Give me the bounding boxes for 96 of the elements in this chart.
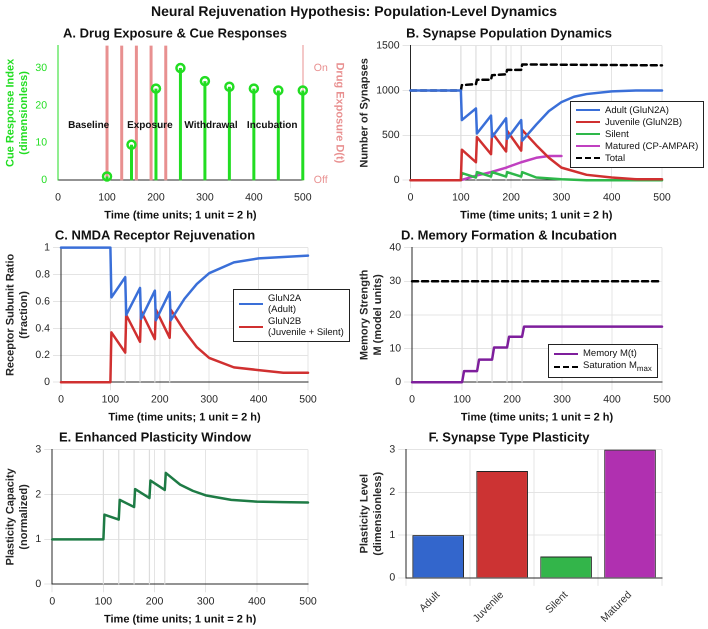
x-tick-label: 500 xyxy=(653,191,671,204)
y-tick-label: 0 xyxy=(44,376,50,388)
legend-label: Saturation M$_{max}$ xyxy=(583,360,652,374)
chart-title: F. Synapse Type Plasticity xyxy=(428,429,590,444)
x-tick-label: 100 xyxy=(102,393,120,406)
point xyxy=(200,76,210,86)
point xyxy=(224,81,235,92)
x-axis-title: Time (time units; 1 unit = 2 h) xyxy=(104,613,257,626)
x-axis-title: Time (time units; 1 unit = 2 h) xyxy=(108,411,261,424)
legend-label: Adult (GluN2A) xyxy=(605,104,669,116)
point xyxy=(102,171,112,182)
y-tick-label: 0 xyxy=(395,376,402,388)
x-tick-label: 500 xyxy=(299,393,317,406)
y-tick-label: 20 xyxy=(35,99,48,112)
y-tick-label: 2 xyxy=(389,486,396,498)
x-tick-label: 100 xyxy=(94,595,112,608)
y-axis-title: Cue Response Index (dimensionless) xyxy=(4,58,30,167)
x-tick-label: 300 xyxy=(200,393,218,406)
point xyxy=(126,139,137,150)
x-tick-label: 200 xyxy=(502,191,520,204)
x-tick-label: 400 xyxy=(245,191,263,204)
y-tick-label: 0 xyxy=(389,572,396,584)
x-tick-label: 500 xyxy=(653,393,671,406)
legend-label: Total xyxy=(605,152,626,164)
y-tick-label: 40 xyxy=(389,241,402,254)
legend-label: GluN2A (Adult) xyxy=(268,292,302,315)
y-tick-label: 1500 xyxy=(376,39,400,52)
x-tick-label: 300 xyxy=(196,191,214,204)
y-tick-label: 0.2 xyxy=(35,349,50,362)
y2-axis-title: Drug Exposure D(t) xyxy=(333,62,346,164)
point xyxy=(248,83,260,94)
y-axis-title: Plasticity Capacity (normalized) xyxy=(4,467,30,566)
y-axis-title: Number of Synapses xyxy=(358,58,371,168)
annotation: Baseline xyxy=(68,120,110,131)
x-tick-label: 300 xyxy=(553,393,571,406)
y-tick-label: 2 xyxy=(35,488,42,500)
point xyxy=(175,62,186,74)
y-axis-title: Memory Strength M (model units) xyxy=(358,269,384,360)
x-tick-label: 100 xyxy=(98,191,116,204)
legend-label: Memory M(t) xyxy=(583,348,637,360)
y-tick-label: 3 xyxy=(35,443,42,456)
chart-title: D. Memory Formation & Incubation xyxy=(401,227,618,242)
legend-label: Juvenile (GluN2B) xyxy=(605,116,682,128)
text: Neural Rejuvenation Hypothesis: Population-Level Dynamics xyxy=(150,3,558,19)
x-tick-label: 400 xyxy=(603,393,621,406)
y-tick-label: 0.8 xyxy=(35,268,50,280)
legend-label: Matured (CP-AMPAR) xyxy=(605,140,698,152)
y-tick-label: 1 xyxy=(35,533,42,546)
y-tick-label: 10 xyxy=(389,342,402,354)
chart-title: C. NMDA Receptor Rejuvenation xyxy=(54,227,256,242)
y-tick-label: 10 xyxy=(35,136,48,149)
y-tick-label: 1 xyxy=(44,241,50,254)
point xyxy=(298,85,308,96)
x-tick-label: 0 xyxy=(58,393,64,406)
y-tick-label: 3 xyxy=(389,443,396,456)
x-axis-title: Time (time units; 1 unit = 2 h) xyxy=(460,411,614,424)
y-axis-title: Plasticity Level (dimensionless) xyxy=(358,472,384,556)
chart-subtitle: A. Drug Exposure & Cue Responses xyxy=(63,25,287,40)
y-axis-title: Receptor Subunit Ratio (fraction) xyxy=(4,254,30,376)
point xyxy=(150,83,162,94)
y-tick-label: 0.6 xyxy=(35,295,50,308)
x-tick-label: 500 xyxy=(294,191,312,204)
x-tick-label: 300 xyxy=(552,191,570,204)
x-tick-label: 400 xyxy=(602,191,621,204)
x-axis-title: Time (time units; 1 unit = 2 h) xyxy=(104,209,257,222)
x-tick-label: 200 xyxy=(503,393,521,406)
category-label: Off xyxy=(314,174,328,186)
point xyxy=(273,85,284,96)
y-tick-label: 0 xyxy=(35,578,42,590)
legend-label: GluN2B (Juvenile + Silent) xyxy=(268,316,344,338)
x-tick-label: 0 xyxy=(408,191,414,204)
y-tick-label: 0 xyxy=(394,174,400,186)
y-tick-label: 1000 xyxy=(376,84,400,96)
x-tick-label: 400 xyxy=(248,595,266,608)
chart-title: E. Enhanced Plasticity Window xyxy=(58,429,252,444)
x-tick-label: 400 xyxy=(250,393,268,406)
x-axis-title: Time (time units; 1 unit = 2 h) xyxy=(460,209,613,222)
x-tick-label: 100 xyxy=(453,393,471,406)
x-tick-label: 0 xyxy=(409,393,416,406)
x-tick-label: 200 xyxy=(147,191,165,204)
x-tick-label: 100 xyxy=(452,191,470,204)
x-tick-label: 200 xyxy=(151,393,169,406)
x-tick-label: 200 xyxy=(146,595,164,608)
legend-label: Silent xyxy=(605,128,629,140)
category-label: On xyxy=(314,62,328,74)
y-tick-label: 30 xyxy=(389,275,402,288)
y-tick-label: 1 xyxy=(389,528,396,541)
y-tick-label: 30 xyxy=(35,62,48,74)
x-tick-label: 500 xyxy=(299,595,317,608)
y-tick-label: 20 xyxy=(389,308,402,321)
y-tick-label: 0 xyxy=(41,174,48,186)
y-tick-label: 500 xyxy=(382,129,400,142)
x-tick-label: 0 xyxy=(55,191,62,204)
x-tick-label: 300 xyxy=(196,595,215,608)
chart-title: B. Synapse Population Dynamics xyxy=(406,25,612,40)
y-tick-label: 0.4 xyxy=(35,322,50,334)
